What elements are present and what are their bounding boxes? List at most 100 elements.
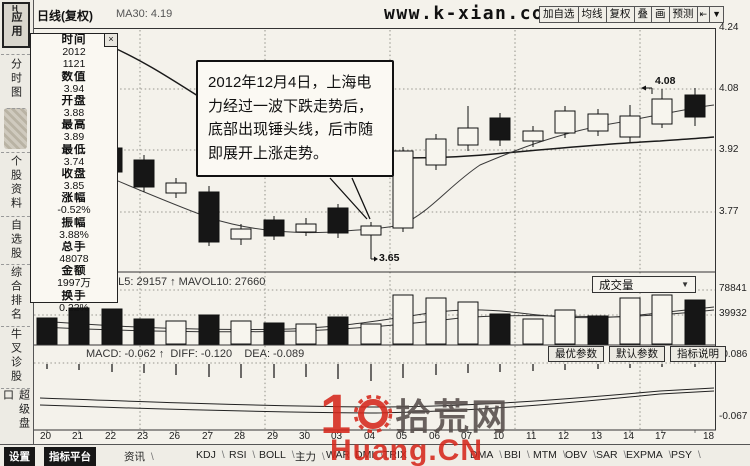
- tab-indicator-BBI[interactable]: BBI: [504, 449, 530, 461]
- indicator-param-buttons: 最优参数 默认参数 指标说明: [548, 346, 731, 362]
- price-axis-label: 3.77: [719, 206, 739, 217]
- candle: [392, 150, 414, 229]
- tab-indicator-WAR[interactable]: WAR: [326, 449, 359, 461]
- x-axis-label: 26: [169, 431, 181, 442]
- tab-设置[interactable]: 设置: [4, 447, 35, 466]
- tooltip-field-label: 金额: [61, 265, 87, 278]
- toolbar-button-复权[interactable]: 复权: [606, 6, 635, 23]
- tooltip-field-label: 换手: [61, 289, 87, 302]
- tab-indicator-DMA[interactable]: DMA: [470, 449, 502, 461]
- tab-indicator-主力[interactable]: 主力: [295, 449, 325, 464]
- tooltip-field-value: 3.85: [63, 180, 85, 193]
- volume-bar: [425, 297, 447, 345]
- website-watermark-text: www.k-xian.com: [384, 3, 557, 24]
- x-axis-label: 06: [429, 431, 441, 442]
- toolbar-dropdown-icon[interactable]: ▼: [710, 6, 724, 23]
- tab-indicator-TRIX[interactable]: TRIX: [383, 449, 416, 461]
- x-axis-label: 17: [655, 431, 667, 442]
- toolbar-button-预测[interactable]: 预测: [669, 6, 698, 23]
- toolbar-button-均线[interactable]: 均线: [578, 6, 607, 23]
- volume-bar: [360, 323, 382, 345]
- x-axis-label: 18: [703, 431, 715, 442]
- sidebar-item-超级盘口[interactable]: 超级盘口: [1, 388, 30, 443]
- price-axis-label: 4.08: [719, 83, 739, 94]
- volume-bar: [457, 301, 479, 345]
- volume-indicator-dropdown[interactable]: 成交量 ▼: [592, 276, 696, 293]
- volume-bar: [263, 322, 285, 345]
- tab-indicator-PSY[interactable]: PSY: [671, 449, 701, 461]
- price-axis-label: 4.24: [719, 22, 739, 33]
- sidebar-item-个股资料[interactable]: 个股资料: [1, 152, 30, 213]
- dea-line: [39, 387, 715, 408]
- chart-toolbar: 加自选 均线 复权叠画预测 ⇤ ▼: [539, 6, 724, 23]
- tab-indicator-MTM[interactable]: MTM: [533, 449, 566, 461]
- annotation-pointer-line: [329, 177, 368, 220]
- tab-indicator-SAR[interactable]: SAR: [596, 449, 626, 461]
- tab-indicator-DMI[interactable]: DMI: [355, 449, 383, 461]
- volume-bar: [101, 308, 123, 345]
- close-icon[interactable]: ×: [104, 33, 118, 47]
- watermark: 1 拾荒网 Huang.CN: [320, 382, 509, 466]
- tab-indicator-KDJ[interactable]: KDJ: [196, 449, 225, 461]
- volume-bar: [165, 320, 187, 345]
- candle: [263, 219, 285, 237]
- toolbar-collapse-icon[interactable]: ⇤: [697, 6, 711, 23]
- macd-axis-label: -0.086: [719, 349, 748, 360]
- volume-bar: [230, 320, 252, 345]
- tab-indicator-RSI[interactable]: RSI: [229, 449, 255, 461]
- tooltip-field-value: 3.88: [63, 107, 85, 120]
- tooltip-field-value: 2012: [62, 46, 86, 59]
- x-axis-label: 14: [623, 431, 635, 442]
- callout-arrow: [374, 256, 378, 262]
- x-axis-label: 04: [364, 431, 376, 442]
- period-label: 日线(复权): [37, 9, 93, 23]
- volume-bar: [198, 314, 220, 345]
- tooltip-field-label: 涨幅: [61, 192, 87, 205]
- tooltip-field-value: 48078: [59, 253, 89, 266]
- tab-indicator-BOLL[interactable]: BOLL: [259, 449, 295, 461]
- tooltip-field-label: 最低: [61, 143, 87, 156]
- annotation-pointer-line: [351, 177, 371, 220]
- tooltip-field-value: 1997万: [57, 277, 91, 290]
- candle: [295, 223, 317, 233]
- tooltip-field-label: 振幅: [61, 216, 87, 229]
- param-button-指标说明[interactable]: 指标说明: [670, 346, 726, 362]
- callout-arrow: [641, 85, 646, 91]
- volume-bar: [295, 323, 317, 345]
- sidebar-logo-icon[interactable]: [4, 108, 27, 149]
- tooltip-field-value: 3.89: [63, 131, 85, 144]
- candle: [457, 127, 479, 146]
- volume-bar: [587, 315, 609, 345]
- tab-indicator-OBV[interactable]: OBV: [565, 449, 596, 461]
- tab-indicator-EXPMA[interactable]: EXPMA: [626, 449, 672, 461]
- param-button-最优参数[interactable]: 最优参数: [548, 346, 604, 362]
- sidebar-item-分时图[interactable]: 分时图: [1, 54, 30, 103]
- candle: [327, 207, 349, 234]
- watermark-digit: 1: [320, 382, 352, 445]
- candle: [489, 117, 511, 141]
- tab-指标平台[interactable]: 指标平台: [44, 447, 96, 466]
- toolbar-button-加自选[interactable]: 加自选: [539, 6, 579, 23]
- sidebar-item-自选股[interactable]: 自选股: [1, 216, 30, 263]
- x-axis-label: 11: [526, 431, 537, 442]
- left-sidebar: 应用 H 分时图个股资料自选股 综合排名牛叉诊股超级盘口: [0, 0, 34, 444]
- volume-bar: [684, 299, 706, 345]
- chevron-down-icon: ▼: [681, 280, 689, 289]
- sidebar-item-牛叉诊股[interactable]: 牛叉诊股: [1, 326, 30, 385]
- candle: [684, 94, 706, 118]
- toolbar-button-叠[interactable]: 叠: [634, 6, 653, 23]
- volume-dropdown-label: 成交量: [599, 279, 634, 292]
- annotation-callout: 2012年12月4日，上海电力经过一波下跌走势后，底部出现锤头线，后市随即展开上…: [196, 60, 394, 177]
- param-button-默认参数[interactable]: 默认参数: [609, 346, 665, 362]
- volume-bar: [68, 307, 90, 345]
- tab-indicator-资讯[interactable]: 资讯: [124, 449, 154, 464]
- toolbar-button-画[interactable]: 画: [652, 6, 670, 23]
- volume-bar: [327, 316, 349, 345]
- x-axis-label: 29: [267, 431, 279, 442]
- sidebar-item-应用[interactable]: 应用 H: [2, 2, 30, 48]
- sidebar-item-综合排名[interactable]: 综合排名: [1, 264, 30, 323]
- x-axis-label: 12: [558, 431, 570, 442]
- macd-values-label: MACD: -0.062 ↑ DIFF: -0.120 DEA: -0.089: [86, 348, 305, 360]
- volume-bar: [522, 318, 544, 345]
